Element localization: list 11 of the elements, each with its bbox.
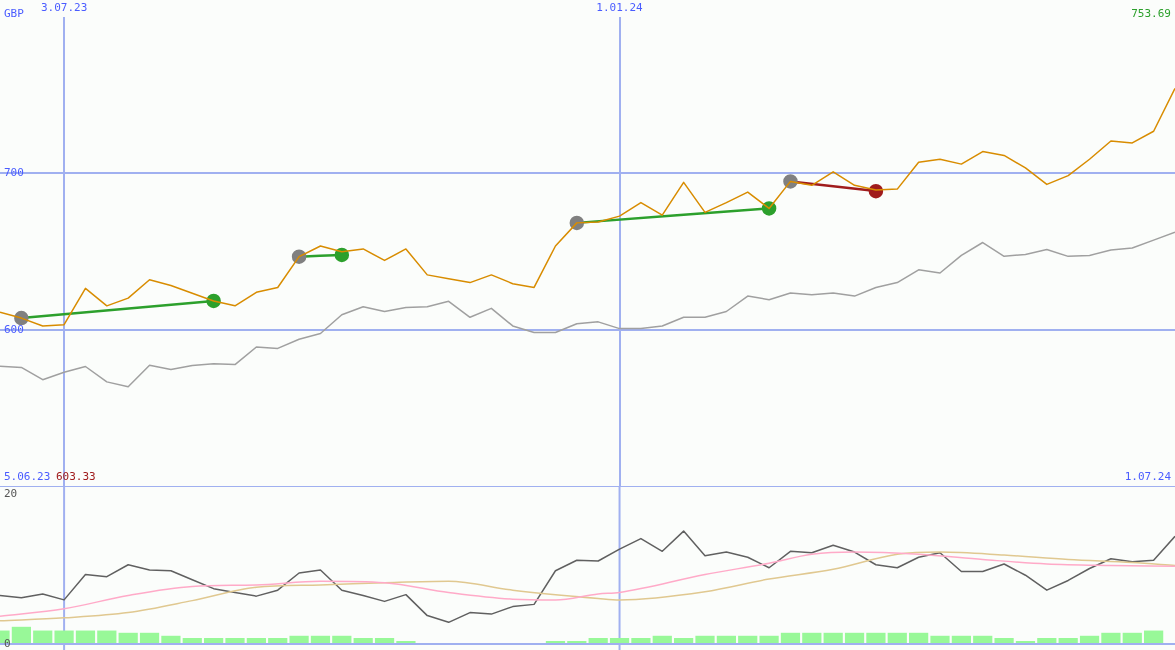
y-tick-label: 0 — [4, 636, 11, 650]
annotation: 1.07.24 — [1124, 470, 1172, 484]
y-tick-label: 600 — [4, 322, 24, 336]
annotation: 753.69 — [1131, 7, 1171, 21]
annotation: 603.33 — [56, 470, 96, 484]
x-tick-label: 3.07.23 — [40, 1, 88, 15]
y-tick-label: 20 — [4, 487, 18, 501]
y-tick-label: 700 — [4, 165, 24, 179]
x-tick-label: 1.01.24 — [596, 1, 644, 15]
y-axis-title: GBP — [4, 7, 25, 21]
annotation: 5.06.23 — [4, 470, 51, 484]
